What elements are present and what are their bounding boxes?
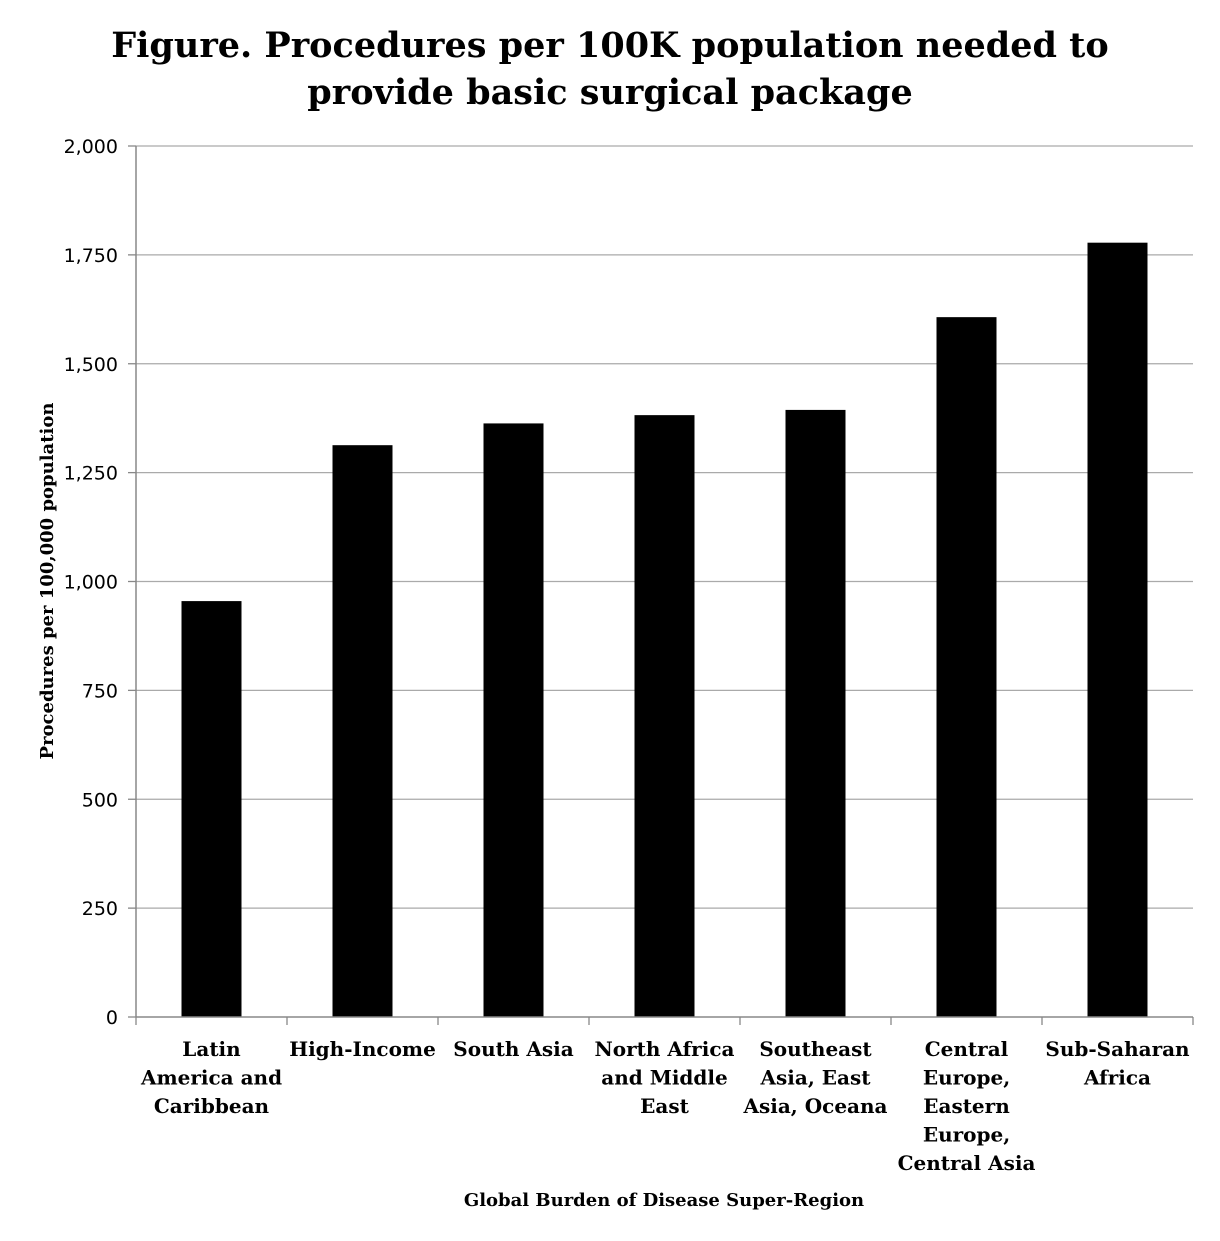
x-category-label: North Africa and Middle East bbox=[595, 1037, 735, 1118]
chart-title: Figure. Procedures per 100K population n… bbox=[0, 22, 1220, 116]
bars bbox=[181, 242, 1148, 1018]
y-axis-title: Procedures per 100,000 population bbox=[37, 403, 58, 760]
x-axis-title: Global Burden of Disease Super-Region bbox=[464, 1190, 864, 1211]
y-tick-label: 500 bbox=[82, 789, 118, 811]
x-category-labels: Latin America and Caribbean High-Income Sout… bbox=[140, 1037, 1190, 1175]
bar bbox=[332, 445, 393, 1018]
y-tick-label: 750 bbox=[82, 680, 118, 702]
y-tick-label: 250 bbox=[82, 898, 118, 920]
y-tick-label: 2,000 bbox=[64, 136, 118, 158]
y-tick-label: 0 bbox=[106, 1007, 118, 1029]
bar bbox=[634, 415, 695, 1017]
y-tick-label: 1,250 bbox=[64, 463, 118, 485]
bar bbox=[1087, 242, 1148, 1017]
y-tick-labels: 0 250 500 750 1,000 1,250 1,500 1,750 2,000 bbox=[64, 136, 118, 1029]
y-tick-label: 1,750 bbox=[64, 245, 118, 267]
x-category-label: Latin America and Caribbean bbox=[140, 1037, 282, 1118]
x-category-label: Sub-Saharan Africa bbox=[1045, 1037, 1190, 1090]
chart-title-line-1: Figure. Procedures per 100K population n… bbox=[111, 25, 1109, 66]
bar bbox=[181, 601, 242, 1017]
x-category-label: Central Europe, Eastern Europe, Central Asia bbox=[898, 1037, 1036, 1175]
x-category-label: Southeast Asia, East Asia, Oceana bbox=[742, 1037, 887, 1118]
bar bbox=[483, 423, 544, 1017]
x-category-label: South Asia bbox=[453, 1037, 573, 1061]
bar bbox=[785, 409, 846, 1018]
chart-title-line-2: provide basic surgical package bbox=[307, 72, 913, 113]
x-category-label: High-Income bbox=[289, 1037, 436, 1061]
axes bbox=[128, 145, 1194, 1025]
bar bbox=[936, 317, 997, 1017]
y-tick-label: 1,000 bbox=[64, 572, 118, 594]
y-tick-label: 1,500 bbox=[64, 354, 118, 376]
